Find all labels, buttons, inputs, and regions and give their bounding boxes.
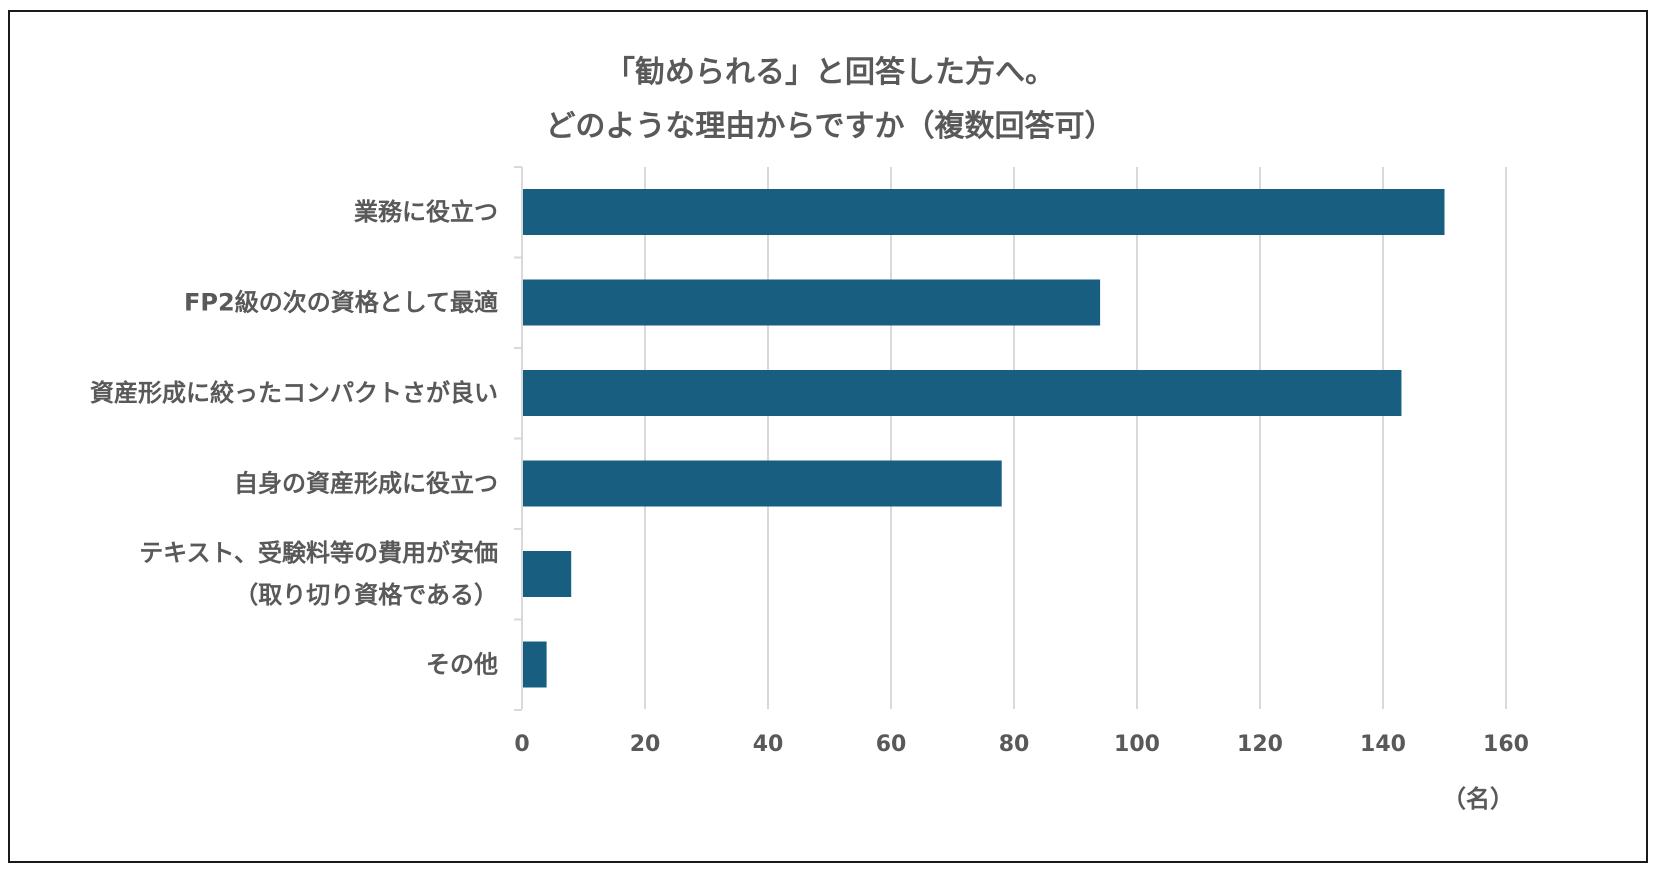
x-tick-label-60: 60 <box>876 732 907 757</box>
category-label-1: FP2級の次の資格として最適 <box>184 289 498 317</box>
bar-3 <box>523 460 1002 507</box>
category-label-5: その他 <box>426 651 498 679</box>
x-tick-label-40: 40 <box>753 732 784 757</box>
category-label-3: 自身の資産形成に役立つ <box>234 470 498 498</box>
x-tick-label-120: 120 <box>1237 732 1283 757</box>
x-unit-label: （名） <box>1442 785 1514 813</box>
x-tick-label-160: 160 <box>1483 732 1529 757</box>
bar-chart-plot: 業務に役立つ FP2級の次の資格として最適資産形成に絞ったコンパクトさが良い自身の… <box>90 166 1529 813</box>
bar-4 <box>523 551 572 597</box>
x-tick-label-80: 80 <box>999 732 1030 757</box>
chart-subtitle: どのような理由からですか（複数回答可） <box>545 109 1115 144</box>
chart-frame: 「勧められる」と回答した方へ。 どのような理由からですか（複数回答可） 業務に役… <box>8 10 1648 863</box>
category-label-4: テキスト、受験料等の費用が安価（取り切り資格である） <box>139 539 498 609</box>
x-tick-label-140: 140 <box>1360 732 1406 757</box>
bar-1 <box>523 279 1101 326</box>
bar-5 <box>523 641 547 688</box>
bar-2 <box>523 370 1402 416</box>
x-tick-label-20: 20 <box>630 732 661 757</box>
bar-0 <box>523 189 1445 235</box>
x-tick-label-0: 0 <box>514 732 529 757</box>
chart-title: 「勧められる」と回答した方へ。 <box>605 55 1055 90</box>
category-label-0: 業務に役立つ <box>354 198 498 226</box>
category-label-2: 資産形成に絞ったコンパクトさが良い <box>90 379 498 407</box>
x-tick-label-100: 100 <box>1114 732 1160 757</box>
